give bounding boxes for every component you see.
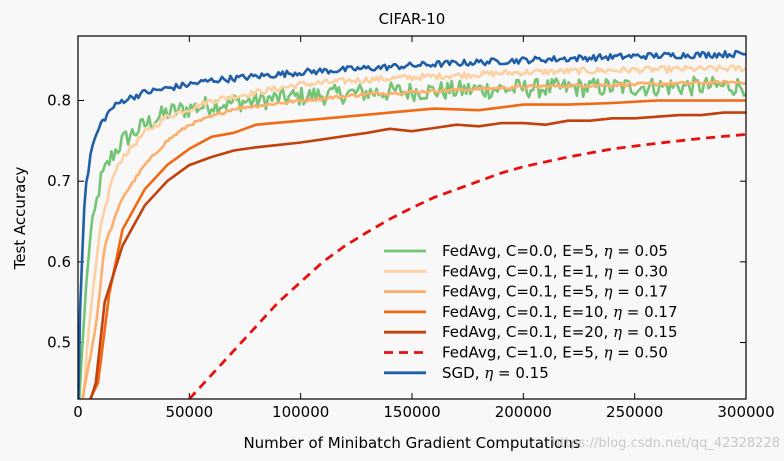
legend-label-3: FedAvg, C=0.1, E=10, η = 0.17 bbox=[442, 303, 678, 321]
x-tick-label: 200000 bbox=[495, 403, 552, 421]
x-tick-label: 100000 bbox=[272, 403, 329, 421]
legend-label-4: FedAvg, C=0.1, E=20, η = 0.15 bbox=[442, 323, 678, 341]
y-tick-label: 0.7 bbox=[47, 172, 71, 190]
y-tick-label: 0.5 bbox=[47, 334, 71, 352]
series-lines bbox=[78, 49, 746, 399]
legend: FedAvg, C=0.0, E=5, η = 0.05 FedAvg, C=0.… bbox=[384, 242, 678, 382]
x-tick-label: 50000 bbox=[165, 403, 213, 421]
x-axis-label: Number of Minibatch Gradient Computation… bbox=[243, 434, 580, 452]
series-line-0 bbox=[78, 75, 746, 399]
x-tick-label: 150000 bbox=[383, 403, 440, 421]
x-tick-label: 250000 bbox=[606, 403, 663, 421]
legend-label-6: SGD, η = 0.15 bbox=[442, 364, 549, 382]
series-line-5 bbox=[188, 133, 746, 399]
series-line-3 bbox=[88, 99, 746, 399]
ticks: 0 50000 100000 150000 200000 250000 300000 0.5 0… bbox=[47, 36, 775, 421]
series-line-1 bbox=[81, 64, 746, 399]
chart-title: CIFAR-10 bbox=[379, 10, 446, 28]
plot-frame bbox=[77, 35, 747, 400]
x-tick-label: 300000 bbox=[717, 403, 774, 421]
x-tick-label: 0 bbox=[73, 403, 83, 421]
legend-label-5: FedAvg, C=1.0, E=5, η = 0.50 bbox=[442, 344, 668, 362]
legend-label-2: FedAvg, C=0.1, E=5, η = 0.17 bbox=[442, 283, 668, 301]
y-axis-label: Test Accuracy bbox=[11, 166, 29, 270]
y-tick-label: 0.8 bbox=[47, 92, 71, 110]
series-line-4 bbox=[89, 111, 746, 399]
series-line-2 bbox=[81, 79, 746, 399]
watermark: https://blog.csdn.net/qq_42328228 bbox=[552, 436, 780, 451]
y-tick-label: 0.6 bbox=[47, 253, 71, 271]
legend-label-0: FedAvg, C=0.0, E=5, η = 0.05 bbox=[442, 242, 668, 260]
legend-label-1: FedAvg, C=0.1, E=1, η = 0.30 bbox=[442, 262, 668, 280]
series-line-6 bbox=[78, 49, 746, 399]
